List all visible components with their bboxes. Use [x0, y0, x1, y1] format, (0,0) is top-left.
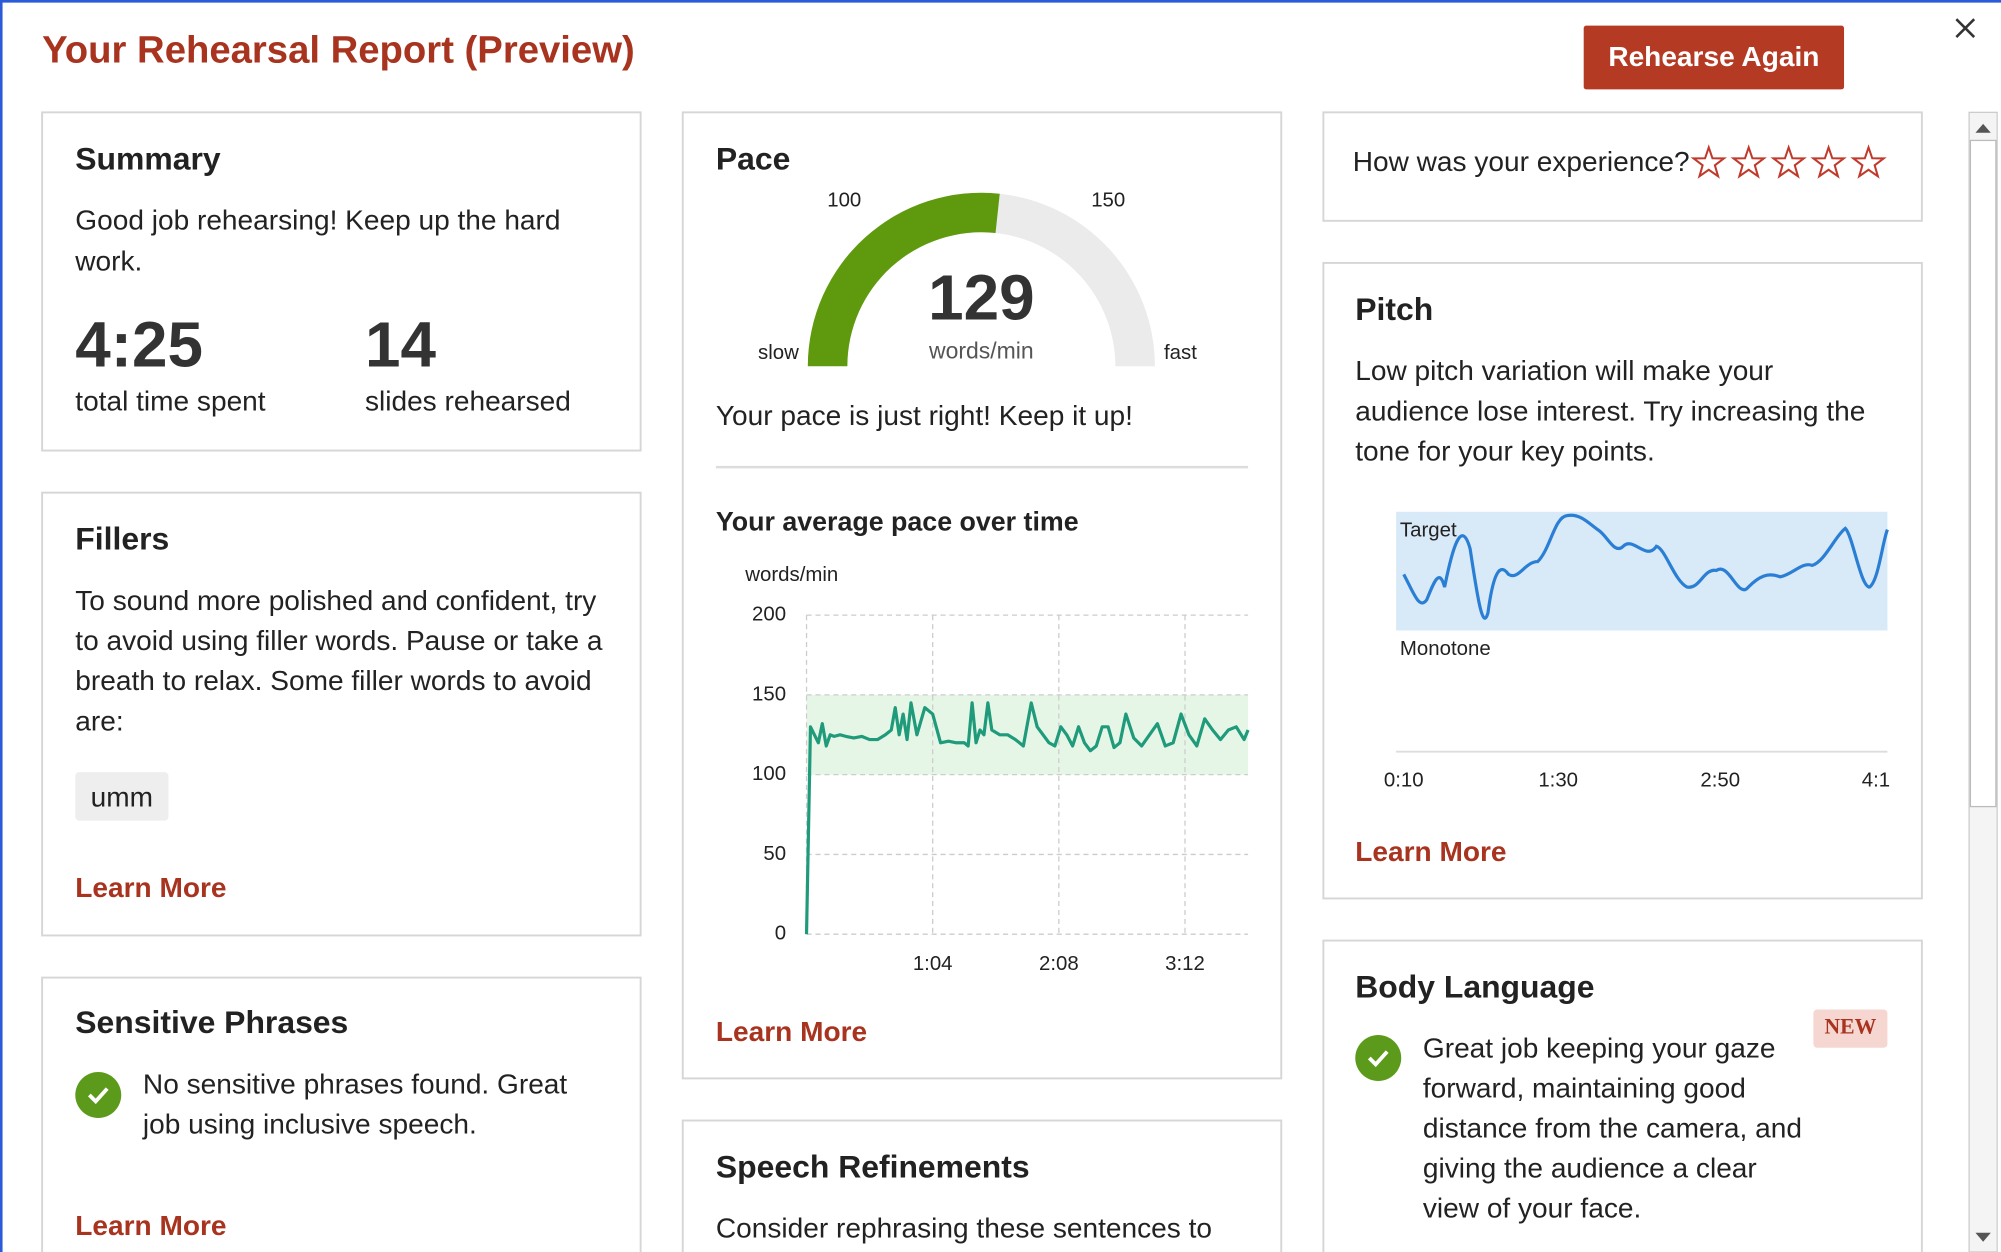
pitch-x-label: 0:10 — [1384, 769, 1424, 791]
y-tick-label: 50 — [763, 843, 786, 865]
pitch-target-band — [1396, 511, 1888, 631]
card-title: Sensitive Phrases — [75, 1004, 348, 1040]
fillers-text: breath to relax. Some filler words to av… — [75, 665, 591, 696]
y-tick-label: 100 — [752, 763, 786, 785]
pitch-text: tone for your key points. — [1355, 436, 1655, 467]
pitch-x-label: 4:1 — [1862, 769, 1890, 791]
new-badge — [1813, 1009, 1888, 1048]
pitch-text: audience lose interest. Try increasing t… — [1355, 395, 1865, 426]
slides-label: slides rehearsed — [365, 386, 571, 417]
time-label: total time spent — [75, 386, 266, 417]
card — [681, 1119, 1283, 1252]
x-tick-label: 3:12 — [1165, 953, 1205, 975]
sensitive-text: No sensitive phrases found. Great — [143, 1068, 567, 1099]
learn-more[interactable]: Learn More — [716, 1016, 867, 1047]
pitch-text: Low pitch variation will make your — [1355, 355, 1773, 386]
gauge-unit: words/min — [928, 337, 1034, 363]
learn-more[interactable]: Learn More — [1355, 836, 1506, 867]
y-tick-label: 200 — [752, 604, 786, 626]
filler-word: umm — [91, 781, 153, 812]
y-tick-label: 0 — [775, 923, 786, 945]
refinements-text: Consider rephrasing these sentences to — [716, 1213, 1212, 1244]
check-icon — [1355, 1035, 1402, 1081]
close-button[interactable] — [1955, 18, 1976, 38]
check-icon — [1367, 1050, 1389, 1068]
check-icon — [75, 1072, 122, 1118]
pitch-x-label: 1:30 — [1538, 769, 1578, 791]
card-title: Summary — [75, 140, 221, 176]
target-band — [806, 694, 1249, 775]
pace-message: Your pace is just right! Keep it up! — [716, 400, 1133, 431]
sensitive-text: job using inclusive speech. — [142, 1109, 477, 1140]
rating-star[interactable] — [1810, 144, 1847, 179]
summary-text: work. — [74, 245, 142, 276]
report-title: Your Rehearsal Report (Preview) — [42, 28, 635, 71]
body-language-text: Great job keeping your gaze — [1423, 1033, 1776, 1064]
gauge-value: 129 — [928, 261, 1034, 333]
body-language-text: giving the audience a clear — [1423, 1153, 1757, 1184]
card-title: Body Language — [1355, 968, 1594, 1004]
new-badge-label: NEW — [1825, 1015, 1877, 1039]
y-tick-label: 150 — [752, 683, 786, 705]
pitch-monotone-label: Monotone — [1400, 638, 1491, 660]
pitch-x-label: 2:50 — [1700, 769, 1740, 791]
learn-more[interactable]: Learn More — [75, 872, 226, 903]
rating-star[interactable] — [1770, 144, 1807, 179]
gauge-tick-label: 150 — [1091, 190, 1125, 212]
fillers-text: to avoid using filler words. Pause or ta… — [75, 625, 603, 656]
learn-more[interactable]: Learn More — [75, 1210, 226, 1241]
fillers-text: are: — [75, 705, 123, 736]
pitch-line — [1402, 513, 1889, 620]
filler-chip — [75, 772, 169, 821]
gauge-low: slow — [758, 342, 799, 364]
fillers-text: To sound more polished and confident, tr… — [75, 585, 596, 616]
rating-star[interactable] — [1850, 144, 1887, 179]
card — [41, 976, 642, 1252]
card — [1322, 939, 1923, 1252]
gauge-track — [995, 193, 1155, 367]
card-title: Fillers — [75, 521, 169, 557]
y-axis-label: words/min — [744, 564, 838, 586]
x-tick-label: 1:04 — [913, 953, 953, 975]
x-tick-label: 2:08 — [1039, 953, 1079, 975]
rehearse-button-label[interactable]: Rehearse Again — [1608, 41, 1819, 72]
time-value: 4:25 — [75, 309, 203, 381]
scrollbar[interactable] — [1968, 111, 1998, 1252]
rehearse-button[interactable] — [1583, 25, 1845, 90]
card — [681, 111, 1283, 1080]
body-language-text: view of your face. — [1423, 1193, 1641, 1224]
summary-text: Good job rehearsing! Keep up the hard — [75, 205, 560, 236]
card — [41, 111, 642, 452]
card-title: Pace — [716, 140, 790, 176]
card — [41, 491, 642, 937]
check-icon — [87, 1087, 109, 1105]
slides-value: 14 — [365, 309, 436, 381]
card-title: Pitch — [1355, 291, 1433, 327]
rating-star[interactable] — [1730, 144, 1767, 179]
gauge-high: fast — [1164, 342, 1197, 364]
pitch-target-label: Target — [1400, 519, 1457, 541]
gauge-tick-label: 100 — [827, 190, 861, 212]
body-language-text: distance from the camera, and — [1423, 1113, 1802, 1144]
body-language-text: forward, maintaining good — [1423, 1073, 1746, 1104]
rating-star[interactable] — [1690, 144, 1727, 179]
card-title: Speech Refinements — [716, 1148, 1030, 1184]
pace-line — [804, 701, 1250, 935]
gauge-value-arc — [807, 192, 1000, 367]
chart-title: Your average pace over time — [716, 506, 1079, 536]
rating-question: How was your experience? — [1353, 146, 1690, 177]
